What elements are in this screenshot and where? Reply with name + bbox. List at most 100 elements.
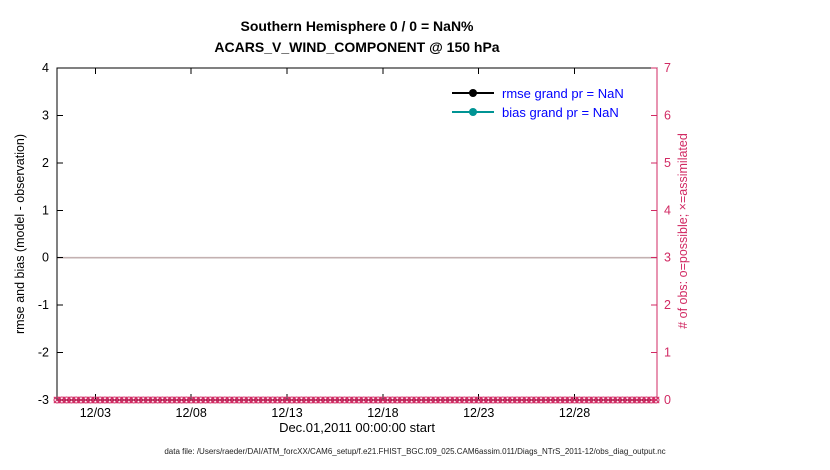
possible-obs-marker xyxy=(345,396,353,404)
possible-obs-marker xyxy=(101,396,109,404)
legend-label-rmse: rmse grand pr = NaN xyxy=(502,85,624,101)
possible-obs-marker xyxy=(604,396,612,404)
possible-obs-marker xyxy=(398,396,406,404)
possible-obs-marker xyxy=(259,396,267,404)
possible-obs-marker xyxy=(106,396,114,404)
possible-obs-marker xyxy=(115,396,123,404)
possible-obs-marker xyxy=(518,396,526,404)
possible-obs-marker xyxy=(202,396,210,404)
possible-obs-marker xyxy=(111,396,119,404)
possible-obs-marker xyxy=(360,396,368,404)
possible-obs-marker xyxy=(427,396,435,404)
right-y-axis-label: # of obs: o=possible; ×=assimilated xyxy=(676,133,690,329)
possible-obs-marker xyxy=(595,396,603,404)
possible-obs-marker xyxy=(561,396,569,404)
possible-obs-marker xyxy=(590,396,598,404)
possible-obs-marker xyxy=(494,396,502,404)
possible-obs-marker xyxy=(67,396,75,404)
possible-obs-marker xyxy=(187,396,195,404)
possible-obs-marker xyxy=(278,396,286,404)
left-y-axis-label: rmse and bias (model - observation) xyxy=(13,133,27,335)
x-tick-label: 12/13 xyxy=(271,406,302,420)
possible-obs-marker xyxy=(87,396,95,404)
possible-obs-marker xyxy=(374,396,382,404)
possible-obs-marker xyxy=(441,396,449,404)
x-tick-label: 12/18 xyxy=(367,406,398,420)
possible-obs-marker xyxy=(432,396,440,404)
right-tick-label: 7 xyxy=(664,61,671,75)
possible-obs-marker xyxy=(365,396,373,404)
possible-obs-marker xyxy=(273,396,281,404)
possible-obs-marker xyxy=(82,396,90,404)
rmse-line-marker-icon xyxy=(452,89,494,97)
possible-obs-marker xyxy=(417,396,425,404)
bias-line-marker-icon xyxy=(452,108,494,116)
possible-obs-marker xyxy=(527,396,535,404)
possible-obs-marker xyxy=(638,396,646,404)
right-tick-label: 6 xyxy=(664,108,671,122)
possible-obs-marker xyxy=(384,396,392,404)
possible-obs-marker xyxy=(144,396,152,404)
possible-obs-marker xyxy=(618,396,626,404)
possible-obs-marker xyxy=(499,396,507,404)
possible-obs-marker xyxy=(139,396,147,404)
possible-obs-marker xyxy=(326,396,334,404)
possible-obs-marker xyxy=(556,396,564,404)
possible-obs-marker xyxy=(408,396,416,404)
legend-item-rmse: rmse grand pr = NaN xyxy=(452,85,624,101)
possible-obs-marker xyxy=(571,396,579,404)
possible-obs-marker xyxy=(168,396,176,404)
possible-obs-marker xyxy=(269,396,277,404)
left-tick-label: -3 xyxy=(38,393,49,407)
possible-obs-marker xyxy=(221,396,229,404)
possible-obs-marker xyxy=(623,396,631,404)
possible-obs-marker xyxy=(235,396,243,404)
possible-obs-marker xyxy=(125,396,133,404)
possible-obs-marker xyxy=(599,396,607,404)
possible-obs-marker xyxy=(422,396,430,404)
right-tick-label: 3 xyxy=(664,251,671,265)
right-tick-label: 0 xyxy=(664,393,671,407)
right-tick-label: 2 xyxy=(664,298,671,312)
possible-obs-marker xyxy=(551,396,559,404)
possible-obs-marker xyxy=(321,396,329,404)
legend-item-bias: bias grand pr = NaN xyxy=(452,104,624,120)
possible-obs-marker xyxy=(211,396,219,404)
possible-obs-marker xyxy=(532,396,540,404)
possible-obs-marker xyxy=(158,396,166,404)
chart-title: Southern Hemisphere 0 / 0 = NaN% xyxy=(240,18,474,34)
possible-obs-marker xyxy=(436,396,444,404)
possible-obs-marker xyxy=(206,396,214,404)
possible-obs-marker xyxy=(336,396,344,404)
possible-obs-marker xyxy=(523,396,531,404)
possible-obs-marker xyxy=(240,396,248,404)
possible-obs-marker xyxy=(508,396,516,404)
x-tick-label: 12/28 xyxy=(559,406,590,420)
possible-obs-marker xyxy=(264,396,272,404)
x-tick-label: 12/08 xyxy=(176,406,207,420)
possible-obs-marker xyxy=(484,396,492,404)
possible-obs-marker xyxy=(547,396,555,404)
possible-obs-marker xyxy=(341,396,349,404)
possible-obs-marker xyxy=(451,396,459,404)
possible-obs-marker xyxy=(537,396,545,404)
possible-obs-marker xyxy=(297,396,305,404)
possible-obs-marker xyxy=(350,396,358,404)
possible-obs-marker xyxy=(283,396,291,404)
right-tick-label: 4 xyxy=(664,203,671,217)
possible-obs-marker xyxy=(652,396,660,404)
rmse-dot-icon xyxy=(469,89,477,97)
x-axis-label: Dec.01,2011 00:00:00 start xyxy=(279,420,435,435)
left-tick-label: 1 xyxy=(42,203,49,217)
possible-obs-marker xyxy=(302,396,310,404)
possible-obs-marker xyxy=(460,396,468,404)
possible-obs-marker xyxy=(63,396,71,404)
possible-obs-marker xyxy=(173,396,181,404)
possible-obs-marker xyxy=(633,396,641,404)
left-tick-label: 0 xyxy=(42,251,49,265)
possible-obs-marker xyxy=(216,396,224,404)
possible-obs-marker xyxy=(192,396,200,404)
possible-obs-marker xyxy=(403,396,411,404)
